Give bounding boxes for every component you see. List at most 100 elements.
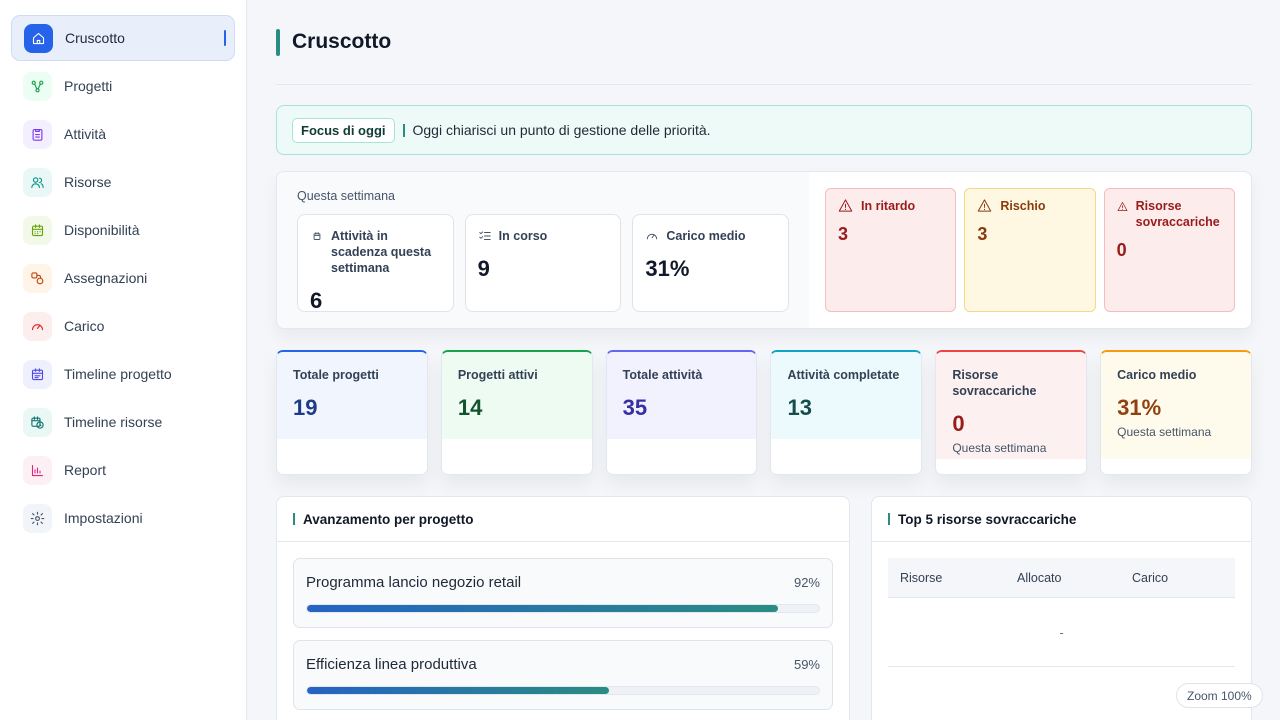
sidebar-item-report[interactable]: Report (11, 447, 235, 493)
sidebar-item-label: Cruscotto (65, 30, 125, 46)
kpi-card[interactable]: Totale progetti 19 (276, 350, 428, 475)
sidebar-item-timeline-risorse[interactable]: Timeline risorse (11, 399, 235, 445)
kpi-card[interactable]: Risorse sovraccariche 0 Questa settimana (935, 350, 1088, 475)
column-header[interactable]: Carico (1132, 570, 1169, 585)
sidebar-item-impostazioni[interactable]: Impostazioni (11, 495, 235, 541)
table-header: Risorse Allocato Carico (888, 558, 1235, 598)
warning-icon (838, 199, 853, 212)
alert-value: 3 (838, 224, 849, 244)
progress-fill (307, 687, 610, 694)
progress-panel: Avanzamento per progetto Programma lanci… (276, 496, 850, 720)
sidebar-item-assegnazioni[interactable]: Assegnazioni (11, 255, 235, 301)
week-card-label: Carico medio (666, 229, 746, 243)
week-card-value: 31% (645, 256, 690, 281)
warning-icon (1117, 202, 1128, 211)
kpi-card-body: Attività completate 13 (771, 352, 922, 439)
clipboard-icon (23, 119, 52, 149)
sidebar-item-carico[interactable]: Carico (11, 303, 235, 349)
project-name: Programma lancio negozio retail (306, 574, 522, 591)
sidebar-item-attività[interactable]: Attività (11, 111, 235, 157)
sidebar-item-timeline-progetto[interactable]: Timeline progetto (11, 351, 235, 397)
kpi-value: 35 (622, 395, 648, 420)
alert-value: 3 (977, 224, 988, 244)
column-header[interactable]: Allocato (1017, 570, 1062, 585)
sidebar-item-label: Attività (64, 126, 107, 142)
project-nodes-icon (23, 71, 52, 101)
kpi-label: Carico medio (1117, 368, 1197, 382)
timeline-calendar-icon (23, 359, 52, 389)
kpi-card[interactable]: Progetti attivi 14 (440, 350, 593, 475)
alert-risk[interactable]: Rischio 3 (964, 188, 1096, 312)
week-metrics: Questa settimana Attività in scadenza qu… (277, 172, 809, 328)
week-card-avg-load[interactable]: Carico medio 31% (632, 214, 790, 312)
panel-title: Top 5 risorse sovraccariche (898, 511, 1077, 527)
progress-track (306, 686, 820, 695)
users-icon (23, 167, 52, 197)
panel-accent-bar (888, 513, 890, 525)
kpi-card[interactable]: Totale attività 35 (605, 350, 758, 475)
alert-overloaded[interactable]: Risorse sovraccariche 0 (1103, 188, 1235, 312)
kpi-value: 14 (457, 395, 483, 420)
sidebar-item-label: Report (64, 462, 107, 478)
kpi-label: Totale progetti (293, 368, 379, 382)
alert-label: In ritardo (861, 199, 916, 213)
sidebar-item-label: Timeline risorse (64, 414, 163, 430)
kpi-card-body: Carico medio 31% Questa settimana (1101, 352, 1251, 459)
calendar-clock-icon (23, 407, 52, 437)
sidebar-item-progetti[interactable]: Progetti (11, 63, 235, 109)
page-header: Cruscotto (276, 0, 1252, 85)
week-title: Questa settimana (297, 189, 395, 203)
calendar-small-icon (313, 232, 321, 240)
progress-track (306, 604, 820, 613)
sidebar-item-label: Impostazioni (64, 510, 143, 526)
week-summary: Questa settimana Attività in scadenza qu… (276, 171, 1252, 329)
week-card-in-progress[interactable]: In corso 9 (464, 214, 622, 312)
focus-text: Oggi chiarisci un punto di gestione dell… (412, 122, 711, 138)
table-empty-row: - (888, 598, 1235, 667)
sidebar: Cruscotto Progetti Attività Risorse Disponib… (0, 0, 247, 720)
kpi-value: 0 (952, 411, 965, 436)
kpi-card-body: Totale progetti 19 (277, 352, 427, 439)
kpi-card-body: Risorse sovraccariche 0 Questa settimana (936, 352, 1087, 459)
main-content: Cruscotto Focus di oggi Oggi chiarisci u… (276, 0, 1252, 720)
sidebar-item-cruscotto[interactable]: Cruscotto (11, 15, 235, 61)
kpi-subtitle: Questa settimana (952, 441, 1047, 455)
progress-list: Programma lancio negozio retail 92% Effici… (277, 542, 849, 720)
sidebar-item-label: Timeline progetto (64, 366, 172, 382)
kpi-value: 19 (293, 395, 318, 420)
kpi-value: 31% (1117, 395, 1162, 420)
panel-accent-bar (293, 513, 295, 525)
alert-late[interactable]: In ritardo 3 (825, 188, 957, 312)
kpi-subtitle: Questa settimana (1117, 425, 1212, 439)
sidebar-item-label: Risorse (64, 174, 112, 190)
kpi-label: Attività completate (787, 368, 900, 382)
week-card-due[interactable]: Attività in scadenza questa settimana 6 (297, 214, 454, 313)
bar-chart-icon (23, 455, 52, 485)
sidebar-item-label: Progetti (64, 78, 113, 94)
top-overloaded-panel: Top 5 risorse sovraccariche Risorse Allo… (871, 496, 1252, 720)
kpi-card-body: Totale attività 35 (606, 352, 757, 439)
sidebar-item-label: Carico (64, 318, 105, 334)
project-progress-item[interactable]: Efficienza linea produttiva 59% (293, 640, 833, 710)
sidebar-item-disponibilità[interactable]: Disponibilità (11, 207, 235, 253)
focus-separator (402, 123, 405, 137)
project-progress-item[interactable]: Programma lancio negozio retail 92% (293, 558, 833, 628)
kpi-card[interactable]: Carico medio 31% Questa settimana (1100, 350, 1252, 475)
column-header[interactable]: Risorse (900, 570, 943, 585)
panel-title: Avanzamento per progetto (303, 511, 474, 527)
project-percent: 92% (793, 575, 820, 590)
week-card-value: 6 (310, 288, 323, 313)
project-percent: 59% (793, 657, 820, 672)
home-icon (24, 23, 53, 53)
kpi-card-body: Progetti attivi 14 (441, 352, 592, 439)
week-card-label: In corso (498, 229, 548, 243)
week-card-label: Attività in scadenza questa settimana (331, 229, 432, 275)
zoom-indicator[interactable]: Zoom 100% (1176, 683, 1263, 708)
kpi-card[interactable]: Attività completate 13 (770, 350, 923, 475)
alert-label: Risorse sovraccariche (1135, 199, 1220, 229)
page-title: Cruscotto (292, 30, 392, 53)
gear-icon (23, 503, 52, 533)
warning-icon (978, 199, 992, 212)
sidebar-item-risorse[interactable]: Risorse (11, 159, 235, 205)
gauge-icon (647, 233, 658, 240)
